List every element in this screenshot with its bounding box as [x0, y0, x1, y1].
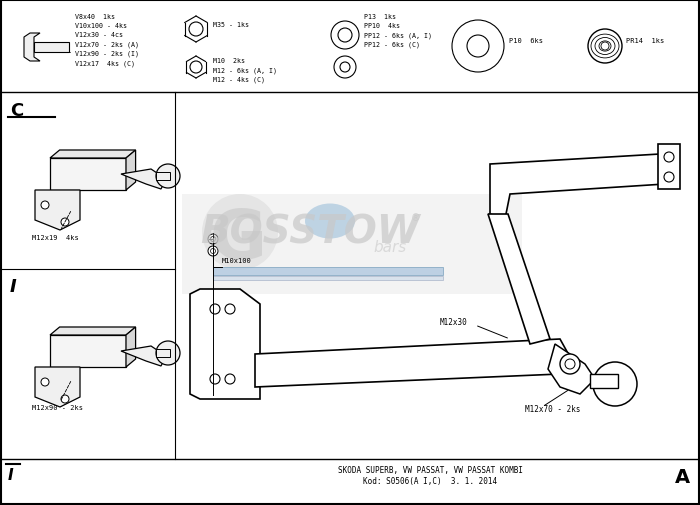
Circle shape: [207, 354, 219, 365]
Circle shape: [225, 374, 235, 384]
Ellipse shape: [305, 204, 355, 239]
Circle shape: [210, 305, 220, 315]
Circle shape: [210, 324, 216, 330]
Circle shape: [340, 63, 350, 73]
Text: SKODA SUPERB, VW PASSAT, VW PASSAT KOMBI: SKODA SUPERB, VW PASSAT, VW PASSAT KOMBI: [337, 465, 522, 474]
Circle shape: [593, 362, 637, 406]
Text: BOSSTOW: BOSSTOW: [200, 213, 420, 250]
Bar: [34, 43, 69, 53]
Circle shape: [207, 304, 219, 316]
Text: M12x90 - 2ks: M12x90 - 2ks: [32, 404, 83, 410]
Circle shape: [210, 376, 216, 382]
Polygon shape: [126, 150, 136, 190]
Circle shape: [211, 249, 216, 254]
Circle shape: [61, 219, 69, 227]
Circle shape: [601, 43, 609, 51]
Circle shape: [664, 173, 674, 183]
Circle shape: [467, 36, 489, 58]
Text: A: A: [675, 467, 690, 486]
Bar: [156, 173, 170, 181]
Bar: [182, 194, 522, 294]
Circle shape: [334, 57, 356, 79]
Circle shape: [189, 23, 203, 37]
Polygon shape: [24, 34, 40, 62]
Polygon shape: [126, 327, 136, 367]
Bar: [50, 335, 126, 367]
Polygon shape: [50, 150, 136, 159]
Bar: [213, 268, 443, 275]
Text: P13  1ks
PP10  4ks
PP12 - 6ks (A, I)
PP12 - 6ks (C): P13 1ks PP10 4ks PP12 - 6ks (A, I) PP12 …: [364, 14, 432, 48]
Text: M12x70 - 2ks: M12x70 - 2ks: [525, 404, 580, 413]
Bar: [156, 349, 170, 358]
Circle shape: [207, 321, 219, 333]
Circle shape: [210, 338, 216, 344]
Circle shape: [41, 201, 49, 210]
Circle shape: [565, 359, 575, 369]
Text: V8x40  1ks
V10x100 - 4ks
V12x30 - 4cs
V12x70 - 2ks (A)
V12x90 - 2ks (I)
V12x17  : V8x40 1ks V10x100 - 4ks V12x30 - 4cs V12…: [75, 14, 139, 66]
Text: M12x30: M12x30: [440, 317, 468, 326]
Circle shape: [156, 165, 180, 189]
Polygon shape: [490, 155, 675, 220]
Circle shape: [208, 246, 218, 257]
Polygon shape: [35, 367, 80, 407]
Text: P10  6ks: P10 6ks: [509, 38, 543, 44]
Polygon shape: [488, 215, 550, 344]
Polygon shape: [50, 327, 136, 335]
Polygon shape: [121, 170, 166, 189]
Circle shape: [210, 374, 220, 384]
Circle shape: [190, 62, 202, 74]
Text: M10  2ks
M12 - 6ks (A, I)
M12 - 4ks (C): M10 2ks M12 - 6ks (A, I) M12 - 4ks (C): [213, 58, 277, 83]
Text: C: C: [10, 102, 23, 120]
Text: Kod: S0506(A I,C)  3. 1. 2014: Kod: S0506(A I,C) 3. 1. 2014: [363, 476, 497, 485]
Circle shape: [61, 395, 69, 403]
Circle shape: [156, 341, 180, 365]
Bar: [658, 145, 680, 189]
Text: M12x19  4ks: M12x19 4ks: [32, 234, 79, 240]
Polygon shape: [35, 190, 80, 231]
Text: M10x100: M10x100: [222, 258, 252, 264]
Circle shape: [207, 373, 219, 385]
Text: I: I: [8, 467, 13, 482]
Text: I: I: [10, 277, 17, 295]
Circle shape: [202, 194, 278, 271]
Bar: [590, 374, 618, 388]
Circle shape: [210, 307, 216, 313]
Circle shape: [452, 21, 504, 73]
Bar: [50, 159, 126, 190]
Circle shape: [225, 305, 235, 315]
Text: bars: bars: [373, 240, 407, 255]
Circle shape: [338, 29, 352, 43]
Text: M35 - 1ks: M35 - 1ks: [213, 22, 249, 28]
Circle shape: [207, 335, 219, 347]
Polygon shape: [190, 289, 260, 399]
Polygon shape: [548, 344, 595, 394]
Polygon shape: [255, 339, 570, 387]
Circle shape: [207, 293, 219, 306]
Circle shape: [560, 355, 580, 374]
Circle shape: [331, 22, 359, 50]
Circle shape: [210, 357, 216, 362]
Text: G: G: [209, 206, 267, 273]
Circle shape: [664, 153, 674, 163]
Circle shape: [41, 378, 49, 386]
Bar: [213, 276, 443, 280]
Circle shape: [208, 234, 218, 244]
Text: ®: ®: [410, 213, 420, 223]
Ellipse shape: [588, 30, 622, 64]
Circle shape: [210, 296, 216, 302]
Polygon shape: [121, 346, 166, 366]
Circle shape: [211, 237, 216, 242]
Text: PR14  1ks: PR14 1ks: [626, 38, 664, 44]
